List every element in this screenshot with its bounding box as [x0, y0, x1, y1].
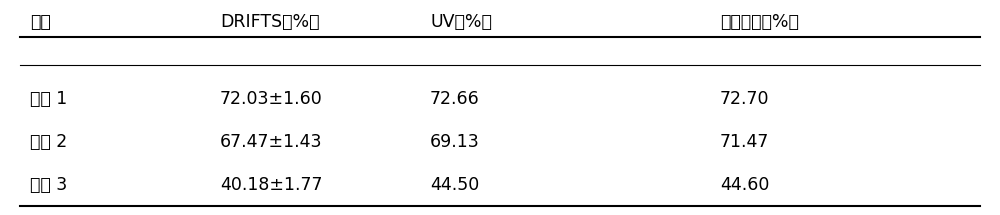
Text: 样品: 样品: [30, 12, 51, 31]
Text: 72.66: 72.66: [430, 90, 480, 108]
Text: DRIFTS（%）: DRIFTS（%）: [220, 12, 320, 31]
Text: 样品 1: 样品 1: [30, 90, 67, 108]
Text: 44.50: 44.50: [430, 176, 479, 194]
Text: 40.18±1.77: 40.18±1.77: [220, 176, 322, 194]
Text: 标示含量（%）: 标示含量（%）: [720, 12, 799, 31]
Text: 样品 3: 样品 3: [30, 176, 67, 194]
Text: 67.47±1.43: 67.47±1.43: [220, 133, 322, 151]
Text: 71.47: 71.47: [720, 133, 769, 151]
Text: 72.03±1.60: 72.03±1.60: [220, 90, 323, 108]
Text: 44.60: 44.60: [720, 176, 769, 194]
Text: 69.13: 69.13: [430, 133, 480, 151]
Text: UV（%）: UV（%）: [430, 12, 492, 31]
Text: 样品 2: 样品 2: [30, 133, 67, 151]
Text: 72.70: 72.70: [720, 90, 770, 108]
